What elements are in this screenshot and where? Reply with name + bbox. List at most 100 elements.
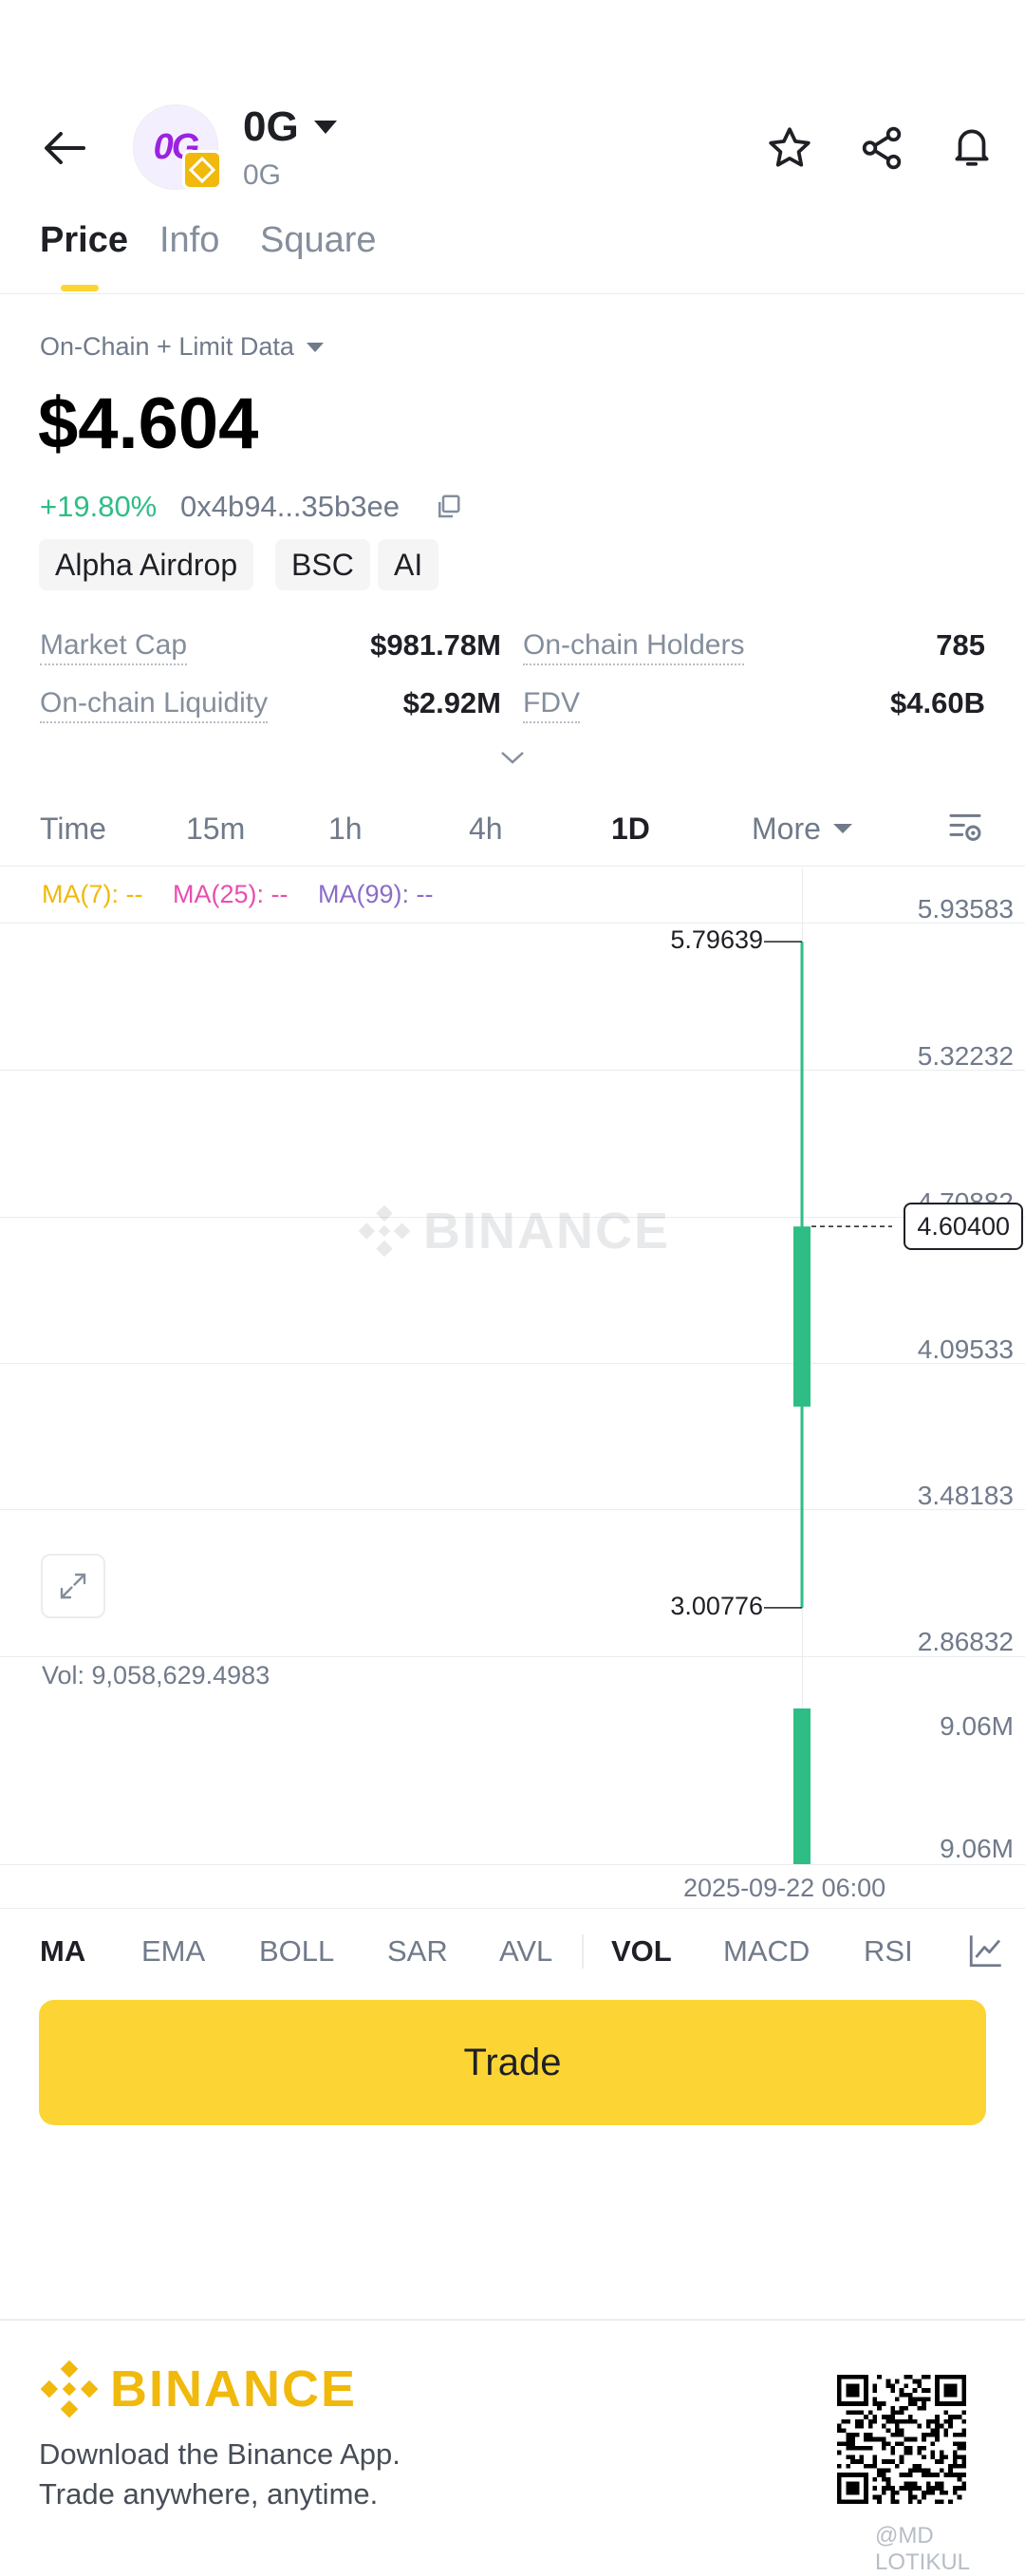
qr-module [908,2490,913,2495]
holders-label[interactable]: On-chain Holders [523,627,745,665]
indicator-vol[interactable]: VOL [611,1934,672,1968]
favorite-button[interactable] [759,118,820,178]
qr-module [904,2392,909,2398]
tag-alpha-airdrop[interactable]: Alpha Airdrop [39,539,254,590]
qr-module [890,2432,895,2437]
qr-module [961,2486,966,2491]
indicator-avl[interactable]: AVL [499,1934,553,1968]
qr-module [850,2436,855,2442]
qr-module [881,2415,886,2419]
volume-axis-top: 9.06M [940,1711,1014,1741]
qr-module [930,2418,936,2424]
indicator-macd[interactable]: MACD [723,1934,811,1968]
qr-module [872,2436,878,2442]
tab-info[interactable]: Info [159,220,219,268]
share-button[interactable] [851,118,912,178]
timeframe-more[interactable]: More [752,810,853,848]
timeframe-more-label: More [752,811,821,846]
indicator-rsi[interactable]: RSI [864,1934,913,1968]
qr-module [877,2405,882,2411]
qr-module [894,2397,900,2402]
timeframe-time[interactable]: Time [40,812,106,846]
qr-module [837,2450,842,2455]
qr-module [894,2499,900,2504]
qr-module [899,2388,904,2393]
qr-module [935,2428,940,2433]
qr-module [943,2432,949,2437]
market-cap-label[interactable]: Market Cap [40,627,188,665]
indicator-ma[interactable]: MA [40,1934,86,1968]
qr-module [890,2486,895,2491]
qr-module [925,2375,931,2380]
qr-module [894,2428,900,2433]
qr-module [952,2450,958,2455]
fdv-label[interactable]: FDV [523,685,580,723]
qr-module [912,2379,918,2384]
token-selector[interactable]: 0G [243,101,339,154]
download-qr-code[interactable] [837,2375,966,2504]
price-change: +19.80% [40,490,158,523]
qr-module [877,2473,882,2477]
qr-module [854,2459,860,2464]
chart-watermark-text: BINANCE [423,1203,671,1260]
qr-module [877,2468,882,2473]
qr-module [859,2459,865,2464]
timeframe-1h[interactable]: 1h [328,812,363,846]
qr-module [877,2436,882,2442]
qr-module [864,2415,868,2419]
qr-module [885,2383,891,2389]
tag-bsc[interactable]: BSC [275,539,370,590]
timeframe-1d[interactable]: 1D [611,812,650,846]
indicator-settings-button[interactable] [960,1925,1012,1976]
qr-module [948,2468,953,2473]
qr-module [890,2383,895,2389]
data-source-selector[interactable]: On-Chain + Limit Data [40,332,325,362]
trade-button[interactable]: Trade [39,2000,986,2125]
timeframe-4h[interactable]: 4h [469,812,503,846]
low-price-label: 3.00776 [670,1591,763,1620]
qr-module [943,2490,949,2495]
qr-module [922,2436,926,2442]
qr-module [899,2410,904,2416]
expand-stats-button[interactable] [494,740,531,775]
qr-module [908,2499,913,2504]
qr-module [952,2463,958,2469]
qr-module [952,2490,958,2495]
market-cap-value: $981.78M [370,628,501,662]
indicator-ema[interactable]: EMA [141,1934,206,1968]
qr-module [943,2455,949,2460]
qr-module [899,2473,904,2477]
liquidity-label[interactable]: On-chain Liquidity [40,685,269,723]
qr-module [925,2481,931,2487]
chart-settings-button[interactable] [941,803,989,850]
volume-label: Vol: 9,058,629.4983 [42,1661,270,1689]
trade-button-label: Trade [463,2041,562,2083]
qr-module [859,2455,865,2460]
tag-ai[interactable]: AI [378,539,439,590]
qr-module [899,2392,904,2398]
qr-module [912,2468,918,2473]
qr-module [894,2490,900,2495]
qr-module [922,2455,926,2460]
copy-address-button[interactable] [429,488,467,526]
qr-module [872,2418,878,2424]
qr-module [948,2499,953,2504]
qr-module [908,2473,913,2477]
qr-module [939,2499,944,2504]
caret-down-icon [832,824,852,833]
qr-module [899,2428,904,2433]
qr-module [952,2459,958,2464]
tab-price[interactable]: Price [40,220,128,268]
qr-module [952,2455,958,2460]
timeframe-15m[interactable]: 15m [186,812,246,846]
indicator-boll[interactable]: BOLL [259,1934,335,1968]
qr-module [912,2436,918,2442]
price-alert-button[interactable] [941,116,1002,177]
indicator-sar[interactable]: SAR [387,1934,448,1968]
qr-module [908,2397,913,2402]
qr-module [854,2418,860,2424]
back-button[interactable] [34,118,95,178]
fullscreen-chart-button[interactable] [41,1554,105,1618]
qr-module [961,2410,966,2416]
tab-square[interactable]: Square [260,220,377,268]
